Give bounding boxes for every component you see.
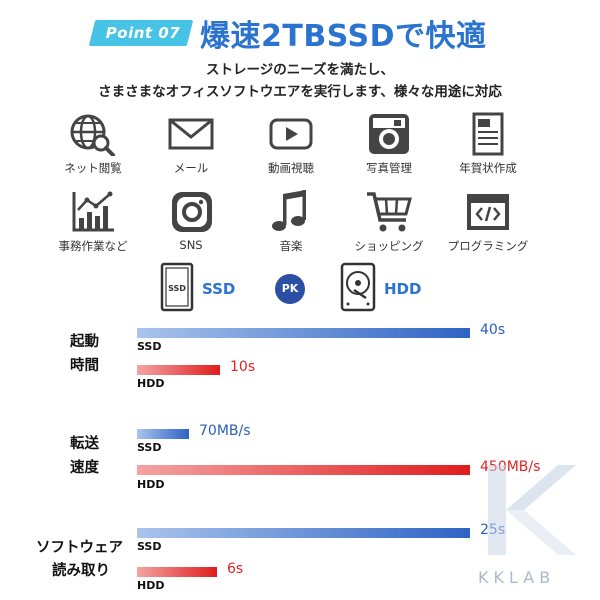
headline: 爆速2TBSSDで快適 <box>200 19 487 54</box>
use-video: 動画視聴 <box>236 112 346 176</box>
legend-hdd: HDD <box>384 280 422 298</box>
use-photo: 写真管理 <box>334 112 444 176</box>
hdd-bar <box>137 465 470 475</box>
mail-icon <box>168 118 214 150</box>
shopping-cart-icon <box>367 192 412 232</box>
subtitle-line-2: さまさまなオフィスソフトウエアを実行します、様々な用途に対応 <box>98 84 502 100</box>
category-label: 読み取り <box>52 563 110 579</box>
use-programming: プログラミング <box>433 190 543 254</box>
camera-icon <box>369 114 409 154</box>
ssd-value-label: 70MB/s <box>199 423 251 439</box>
use-label: 音楽 <box>279 239 303 253</box>
hdd-value-label: 6s <box>227 561 244 577</box>
use-shopping: ショッピング <box>334 190 444 254</box>
use-postcard: 年賀状作成 <box>433 112 543 176</box>
hdd-bar <box>137 567 217 577</box>
ssd-drive-icon: SSD <box>160 262 194 312</box>
use-mail: メール <box>136 112 246 176</box>
use-label: 事務作業など <box>58 239 128 253</box>
hdd-tag: HDD <box>137 579 165 592</box>
category-label: ソフトウェア <box>36 540 123 556</box>
use-label: 写真管理 <box>366 161 412 175</box>
category-label: 速度 <box>70 460 99 476</box>
legend-ssd: SSD <box>202 280 236 298</box>
category-label: 起動 <box>70 334 99 350</box>
point-badge: Point 07 <box>105 24 181 42</box>
category-label: 転送 <box>70 436 99 452</box>
ssd-tag: SSD <box>137 540 162 553</box>
svg-text:SSD: SSD <box>168 284 186 293</box>
category-label: 時間 <box>70 358 99 374</box>
ssd-value-label: 40s <box>480 322 506 338</box>
use-label: 年賀状作成 <box>459 161 517 175</box>
instagram-icon <box>172 192 212 232</box>
ssd-tag: SSD <box>137 340 162 353</box>
watermark-text: KKLAB <box>478 568 556 587</box>
hdd-tag: HDD <box>137 377 165 390</box>
use-web-browsing: ネット閲覧 <box>38 112 148 176</box>
chart-icon <box>72 191 114 232</box>
use-office-work: 事務作業など <box>38 190 148 254</box>
hdd-tag: HDD <box>137 478 165 491</box>
use-label: SNS <box>179 238 203 252</box>
hdd-drive-icon <box>340 262 376 312</box>
subtitle-line-1: ストレージのニーズを満たし、 <box>205 62 395 78</box>
use-label: 動画視聴 <box>268 161 314 175</box>
postcard-icon <box>472 112 504 156</box>
hdd-value-label: 10s <box>230 359 256 375</box>
kklab-logo <box>488 465 576 555</box>
ssd-bar <box>137 328 470 338</box>
use-music: 音楽 <box>236 190 346 254</box>
ssd-bar <box>137 528 470 538</box>
use-label: プログラミング <box>447 239 529 253</box>
ssd-bar <box>137 429 189 439</box>
music-note-icon <box>272 190 306 231</box>
use-sns: SNS <box>136 190 246 252</box>
code-window-icon <box>467 194 509 230</box>
globe-search-icon <box>70 114 115 156</box>
ssd-tag: SSD <box>137 441 162 454</box>
video-play-icon <box>269 118 313 150</box>
use-label: ネット閲覧 <box>64 161 122 175</box>
use-label: ショッピング <box>354 239 424 253</box>
pk-badge: PK <box>275 274 305 304</box>
hdd-bar <box>137 365 220 375</box>
use-label: メール <box>173 161 209 175</box>
